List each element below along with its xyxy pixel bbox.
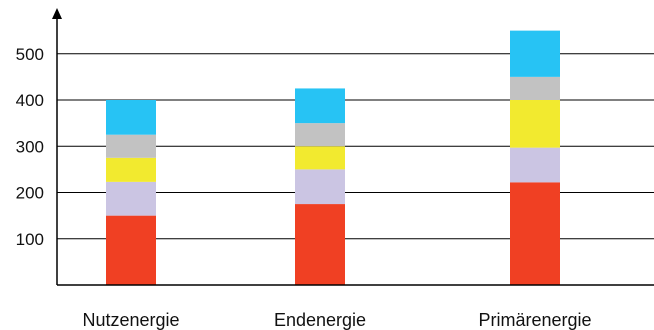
bar-segment — [510, 30, 560, 77]
y-tick-label: 100 — [16, 230, 44, 249]
category-label: Endenergie — [274, 310, 366, 330]
bar-segment — [295, 204, 345, 285]
y-tick-label: 500 — [16, 45, 44, 64]
category-labels: Nutzenergie Endenergie Primärenergie — [82, 310, 591, 330]
y-tick-label: 400 — [16, 91, 44, 110]
bar-segment — [510, 100, 560, 148]
bar-segment — [295, 123, 345, 147]
y-tick-labels: 100 200 300 400 500 — [16, 45, 44, 249]
bar-segment — [295, 169, 345, 205]
y-axis-arrow-icon — [52, 8, 62, 19]
bar-segment — [295, 88, 345, 124]
bar-segment — [510, 76, 560, 100]
axes — [52, 8, 654, 286]
category-label: Primärenergie — [478, 310, 591, 330]
bar-segment — [106, 157, 156, 182]
bars — [106, 30, 560, 285]
bar-segment — [106, 215, 156, 285]
bar-segment — [510, 182, 560, 285]
y-tick-label: 200 — [16, 184, 44, 203]
category-label: Nutzenergie — [82, 310, 179, 330]
bar-segment — [106, 134, 156, 158]
bar-segment — [106, 181, 156, 216]
y-tick-label: 300 — [16, 137, 44, 156]
bar-segment — [510, 147, 560, 183]
bar-segment — [295, 146, 345, 170]
bar-segment — [106, 100, 156, 135]
